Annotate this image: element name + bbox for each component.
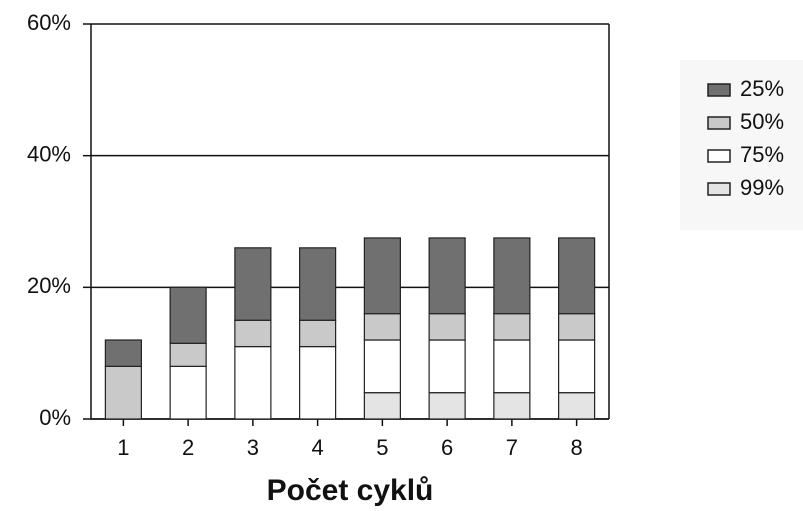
x-axis-label: Počet cyklů <box>267 474 434 507</box>
bar-segment <box>558 339 596 394</box>
bar-segment <box>299 247 337 321</box>
bar-segment <box>104 339 142 367</box>
legend-swatch <box>707 83 731 97</box>
x-tick-label: 2 <box>182 435 194 460</box>
legend-text: 99% <box>740 175 784 200</box>
bar-segment <box>299 345 337 420</box>
legend-box <box>680 60 803 230</box>
x-tick-label: 6 <box>441 435 453 460</box>
y-tick-label: 20% <box>27 273 71 298</box>
y-tick-label: 40% <box>27 141 71 166</box>
bar-segment <box>169 342 207 367</box>
bar-segment <box>169 286 207 344</box>
bar-segment <box>558 313 596 341</box>
bar-segment <box>234 319 272 348</box>
x-tick-label: 8 <box>571 435 583 460</box>
x-tick-label: 4 <box>312 435 324 460</box>
bar-segment <box>299 319 337 348</box>
bar-segment <box>493 392 531 420</box>
bar-segment <box>104 365 142 420</box>
legend-text: 25% <box>740 76 784 101</box>
legend-swatch <box>707 116 731 130</box>
legend-swatch <box>707 182 731 196</box>
bar-segment <box>428 339 466 394</box>
bar-segment <box>558 237 596 315</box>
legend-swatch <box>707 149 731 163</box>
bar-segment <box>493 339 531 394</box>
bar-segment <box>363 392 401 420</box>
bar-segment <box>234 247 272 321</box>
legend-text: 50% <box>740 109 784 134</box>
y-tick-label: 0% <box>39 405 71 430</box>
bar-segment <box>428 392 466 420</box>
bar-segment <box>428 313 466 341</box>
bar-segment <box>558 392 596 420</box>
y-tick-label: 60% <box>27 10 71 35</box>
x-tick-label: 7 <box>506 435 518 460</box>
x-tick-label: 1 <box>117 435 129 460</box>
bar-segment <box>428 237 466 315</box>
x-tick-label: 3 <box>247 435 259 460</box>
bar-segment <box>169 365 207 420</box>
bar-segment <box>363 339 401 394</box>
bar-segment <box>234 345 272 420</box>
bar-segment <box>493 313 531 341</box>
x-tick-label: 5 <box>376 435 388 460</box>
bar-segment <box>363 313 401 341</box>
bar-segment <box>493 237 531 315</box>
legend-text: 75% <box>740 142 784 167</box>
bar-segment <box>363 237 401 315</box>
